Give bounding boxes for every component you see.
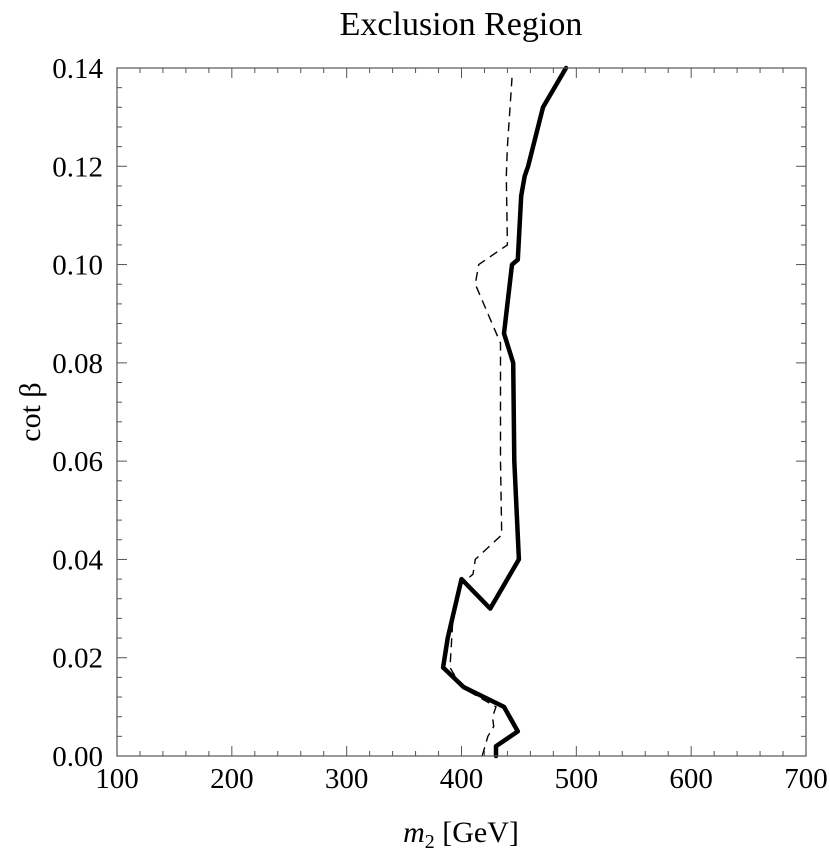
axis-ticks [116, 67, 807, 757]
x-axis-label-subscript: 2 [425, 831, 435, 853]
x-axis-label-symbol: m [403, 816, 425, 849]
y-tick-labels: 0.00 0.02 0.04 0.06 0.08 0.10 0.12 0.14 [52, 53, 103, 773]
x-tick-label: 700 [784, 763, 828, 795]
chart-title: Exclusion Region [340, 6, 583, 43]
x-tick-label: 200 [210, 763, 254, 795]
y-tick-label: 0.08 [52, 348, 103, 380]
y-tick-label: 0.06 [52, 446, 103, 478]
x-tick-label: 600 [669, 763, 713, 795]
plot-frame [116, 67, 807, 757]
x-tick-label: 400 [440, 763, 484, 795]
dashed-exclusion-line [449, 77, 513, 757]
y-tick-label: 0.14 [52, 53, 103, 85]
y-tick-label: 0.04 [52, 544, 103, 576]
x-tick-label: 100 [95, 763, 139, 795]
x-tick-label: 500 [555, 763, 599, 795]
x-axis-label-unit: [GeV] [435, 816, 519, 849]
x-tick-labels: 100 200 300 400 500 600 700 [95, 763, 828, 795]
y-tick-label: 0.02 [52, 643, 103, 675]
x-axis-label: m2 [GeV] [403, 816, 519, 853]
y-axis-label: cot β [14, 382, 47, 441]
y-tick-label: 0.00 [52, 741, 103, 773]
x-tick-label: 300 [325, 763, 369, 795]
series-layer [440, 65, 569, 759]
solid-exclusion-line [440, 65, 569, 759]
y-tick-label: 0.12 [52, 151, 103, 183]
y-tick-label: 0.10 [52, 250, 103, 282]
